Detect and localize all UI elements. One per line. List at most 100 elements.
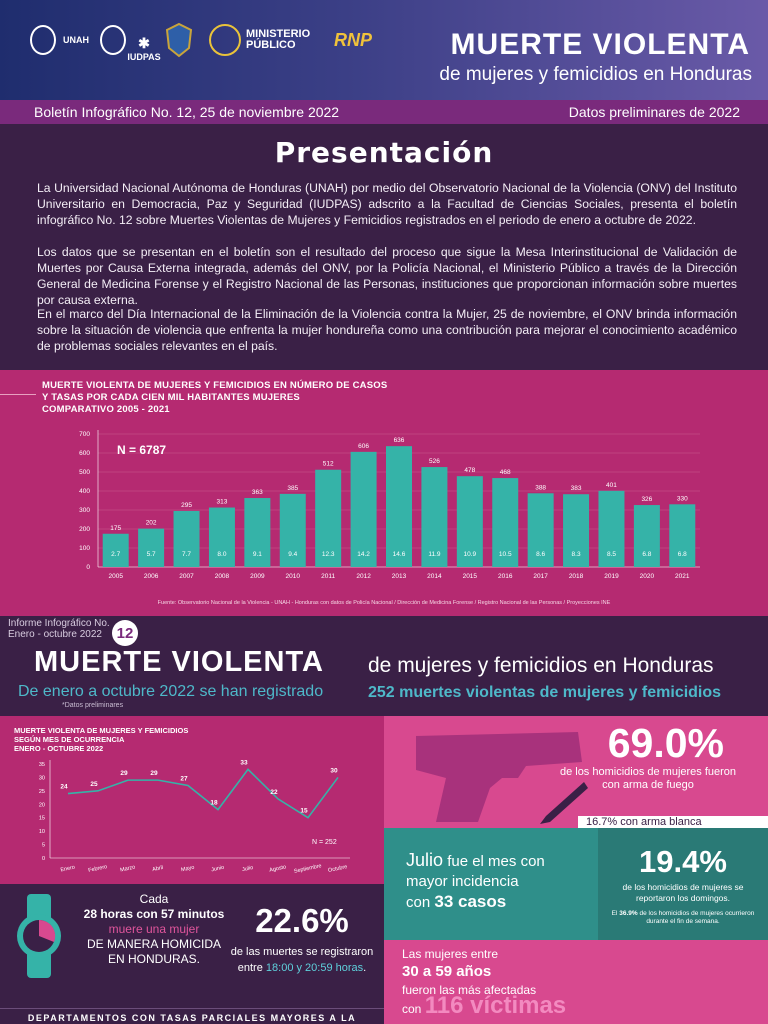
informe-label: Informe Infográfico No. Enero - octubre …: [8, 618, 110, 640]
weekend-percent: 36.9%: [619, 910, 638, 917]
bar-value-label: 478: [464, 467, 475, 474]
header: UNAH ✱ IUDPAS MINISTERIO PÚBLICO RNP MUE…: [0, 0, 768, 100]
bar-2021: [669, 504, 696, 567]
presentation-title: Presentación: [274, 136, 494, 169]
bar-2017: [527, 493, 554, 567]
weekend-note: El 36.9% de los homicidios de mujeres oc…: [608, 910, 758, 926]
line-x-tick-label: Marzo: [120, 864, 136, 873]
police-shield-icon: [165, 22, 193, 58]
bar-x-tick-label: 2021: [675, 573, 690, 580]
line-value-label: 22: [270, 789, 278, 796]
bar-rate-label: 12.3: [322, 551, 335, 558]
line-chart-title: MUERTE VIOLENTA DE MUJERES Y FEMICIDIOS …: [14, 726, 188, 753]
bar-rate-label: 6.8: [678, 551, 687, 558]
police-logo: [164, 20, 194, 60]
july-text-2: mayor incidencia: [406, 873, 519, 890]
bulletin-bar: Boletín Infográfico No. 12, 25 de noviem…: [0, 100, 768, 124]
bar-value-label: 313: [217, 499, 228, 506]
bar-rate-label: 10.9: [463, 551, 476, 558]
bar-x-tick-label: 2007: [179, 573, 194, 580]
bar-value-label: 383: [571, 485, 582, 492]
line-y-tick-label: 20: [39, 802, 45, 808]
bar-y-tick-label: 400: [79, 488, 90, 495]
hours-desc-suffix: .: [363, 962, 367, 974]
rnp-logo: RNP: [333, 29, 372, 50]
line-chart-title-line: ENERO - OCTUBRE 2022: [14, 744, 104, 753]
bar-rate-label: 11.9: [428, 551, 441, 558]
knife-icon: [540, 782, 588, 824]
line-chart-title-line: SEGÚN MES DE OCURRENCIA: [14, 735, 125, 744]
bar-chart-annotation: N = 6787: [117, 443, 166, 457]
bar-value-label: 363: [252, 489, 263, 496]
bar-x-tick-label: 2017: [533, 573, 548, 580]
unah-logo: [30, 20, 56, 60]
informe-number-badge: 12: [112, 620, 138, 646]
bar-2018: [563, 494, 590, 567]
firearm-card: 69.0% de los homicidios de mujeres fuero…: [384, 716, 768, 828]
bar-2015: [456, 476, 483, 567]
bar-chart-plot: 0 100 200 300 400 500 600 700 175 2.7 2005 202 5.7 20…: [79, 430, 700, 580]
bar-rate-label: 8.0: [217, 551, 226, 558]
bar-2006: [138, 528, 165, 567]
july-text: Julio fue el mes con mayor incidencia co…: [406, 850, 545, 913]
frequency-card: Cada 28 horas con 57 minutos muere una m…: [0, 884, 230, 1008]
section-lead: De enero a octubre 2022 se han registrad…: [18, 683, 324, 700]
bar-2019: [598, 490, 625, 567]
line-x-tick-label: Mayo: [181, 865, 195, 874]
hours-desc-prefix: entre: [237, 962, 266, 974]
bar-2020: [633, 505, 660, 567]
infographic-header: Informe Infográfico No. Enero - octubre …: [0, 616, 768, 716]
bar-x-tick-label: 2015: [463, 573, 478, 580]
bar-y-tick-label: 600: [79, 450, 90, 457]
line-series: [67, 768, 339, 819]
bar-value-label: 326: [641, 496, 652, 503]
bar-y-tick-label: 500: [79, 469, 90, 476]
line-x-tick-label: Abril: [152, 865, 164, 873]
frequency-interval: 28 horas con 57 minutos: [83, 907, 225, 921]
line-y-tick-label: 30: [39, 775, 45, 781]
age-range: 30 a 59 años: [402, 963, 492, 980]
line-y-tick-label: 0: [42, 856, 45, 862]
knife-note: 16.7% con arma blanca: [578, 816, 768, 828]
bar-2005: [102, 533, 129, 567]
bar-y-tick-label: 100: [79, 545, 90, 552]
hours-card: 22.6% de las muertes se registraron entr…: [230, 884, 384, 1008]
line-x-tick-label: Enero: [60, 865, 76, 874]
globe-icon: [100, 25, 126, 55]
bar-value-label: 468: [500, 469, 511, 476]
age-line-4: con: [402, 1002, 422, 1016]
bar-x-tick-label: 2016: [498, 573, 513, 580]
bar-rate-label: 8.3: [572, 551, 581, 558]
line-value-label: 15: [300, 808, 308, 815]
presentation-section: Presentación La Universidad Nacional Aut…: [0, 124, 768, 370]
bar-value-label: 401: [606, 482, 617, 489]
bar-2014: [421, 467, 448, 567]
bar-value-label: 175: [110, 525, 121, 532]
bar-chart-title-line: Y TASAS POR CADA CIEN MIL HABITANTES MUJ…: [42, 392, 300, 403]
july-cases: 33 casos: [434, 892, 507, 911]
line-x-tick-label: Febrero: [88, 864, 108, 874]
gun-icon: [416, 732, 582, 822]
bar-value-label: 330: [677, 495, 688, 502]
frequency-line-4: DE MANERA HOMICIDA: [86, 937, 221, 951]
line-y-tick-label: 10: [39, 829, 45, 835]
line-value-label: 29: [120, 770, 128, 777]
line-y-tick-label: 15: [39, 816, 45, 822]
section-count: 252 muertes violentas de mujeres y femic…: [368, 684, 722, 701]
bar-rate-label: 10.5: [499, 551, 512, 558]
bar-chart-source: Fuente: Observatorio Nacional de la Viol…: [157, 600, 611, 606]
bar-2016: [492, 478, 519, 567]
sunday-card: 19.4% de los homicidios de mujeres se re…: [598, 828, 768, 940]
line-y-tick-label: 5: [42, 843, 45, 849]
july-word: Julio: [406, 850, 444, 870]
age-line-1: Las mujeres entre: [402, 947, 499, 961]
bar-value-label: 526: [429, 458, 440, 465]
july-card: Julio fue el mes con mayor incidencia co…: [384, 828, 598, 940]
line-chart-plot: 0 5 10 15 20 25 30 35 24 Enero 25 Febrero 29 Marzo 29 A…: [39, 759, 350, 875]
bar-y-tick-label: 300: [79, 507, 90, 514]
main-subtitle: de mujeres y femicidios en Honduras: [439, 64, 752, 85]
line-value-label: 25: [90, 781, 98, 788]
bar-2013: [386, 446, 412, 567]
line-x-tick-label: Septiembre: [293, 863, 322, 875]
bulletin-number: Boletín Infográfico No. 12, 25 de noviem…: [34, 104, 340, 120]
